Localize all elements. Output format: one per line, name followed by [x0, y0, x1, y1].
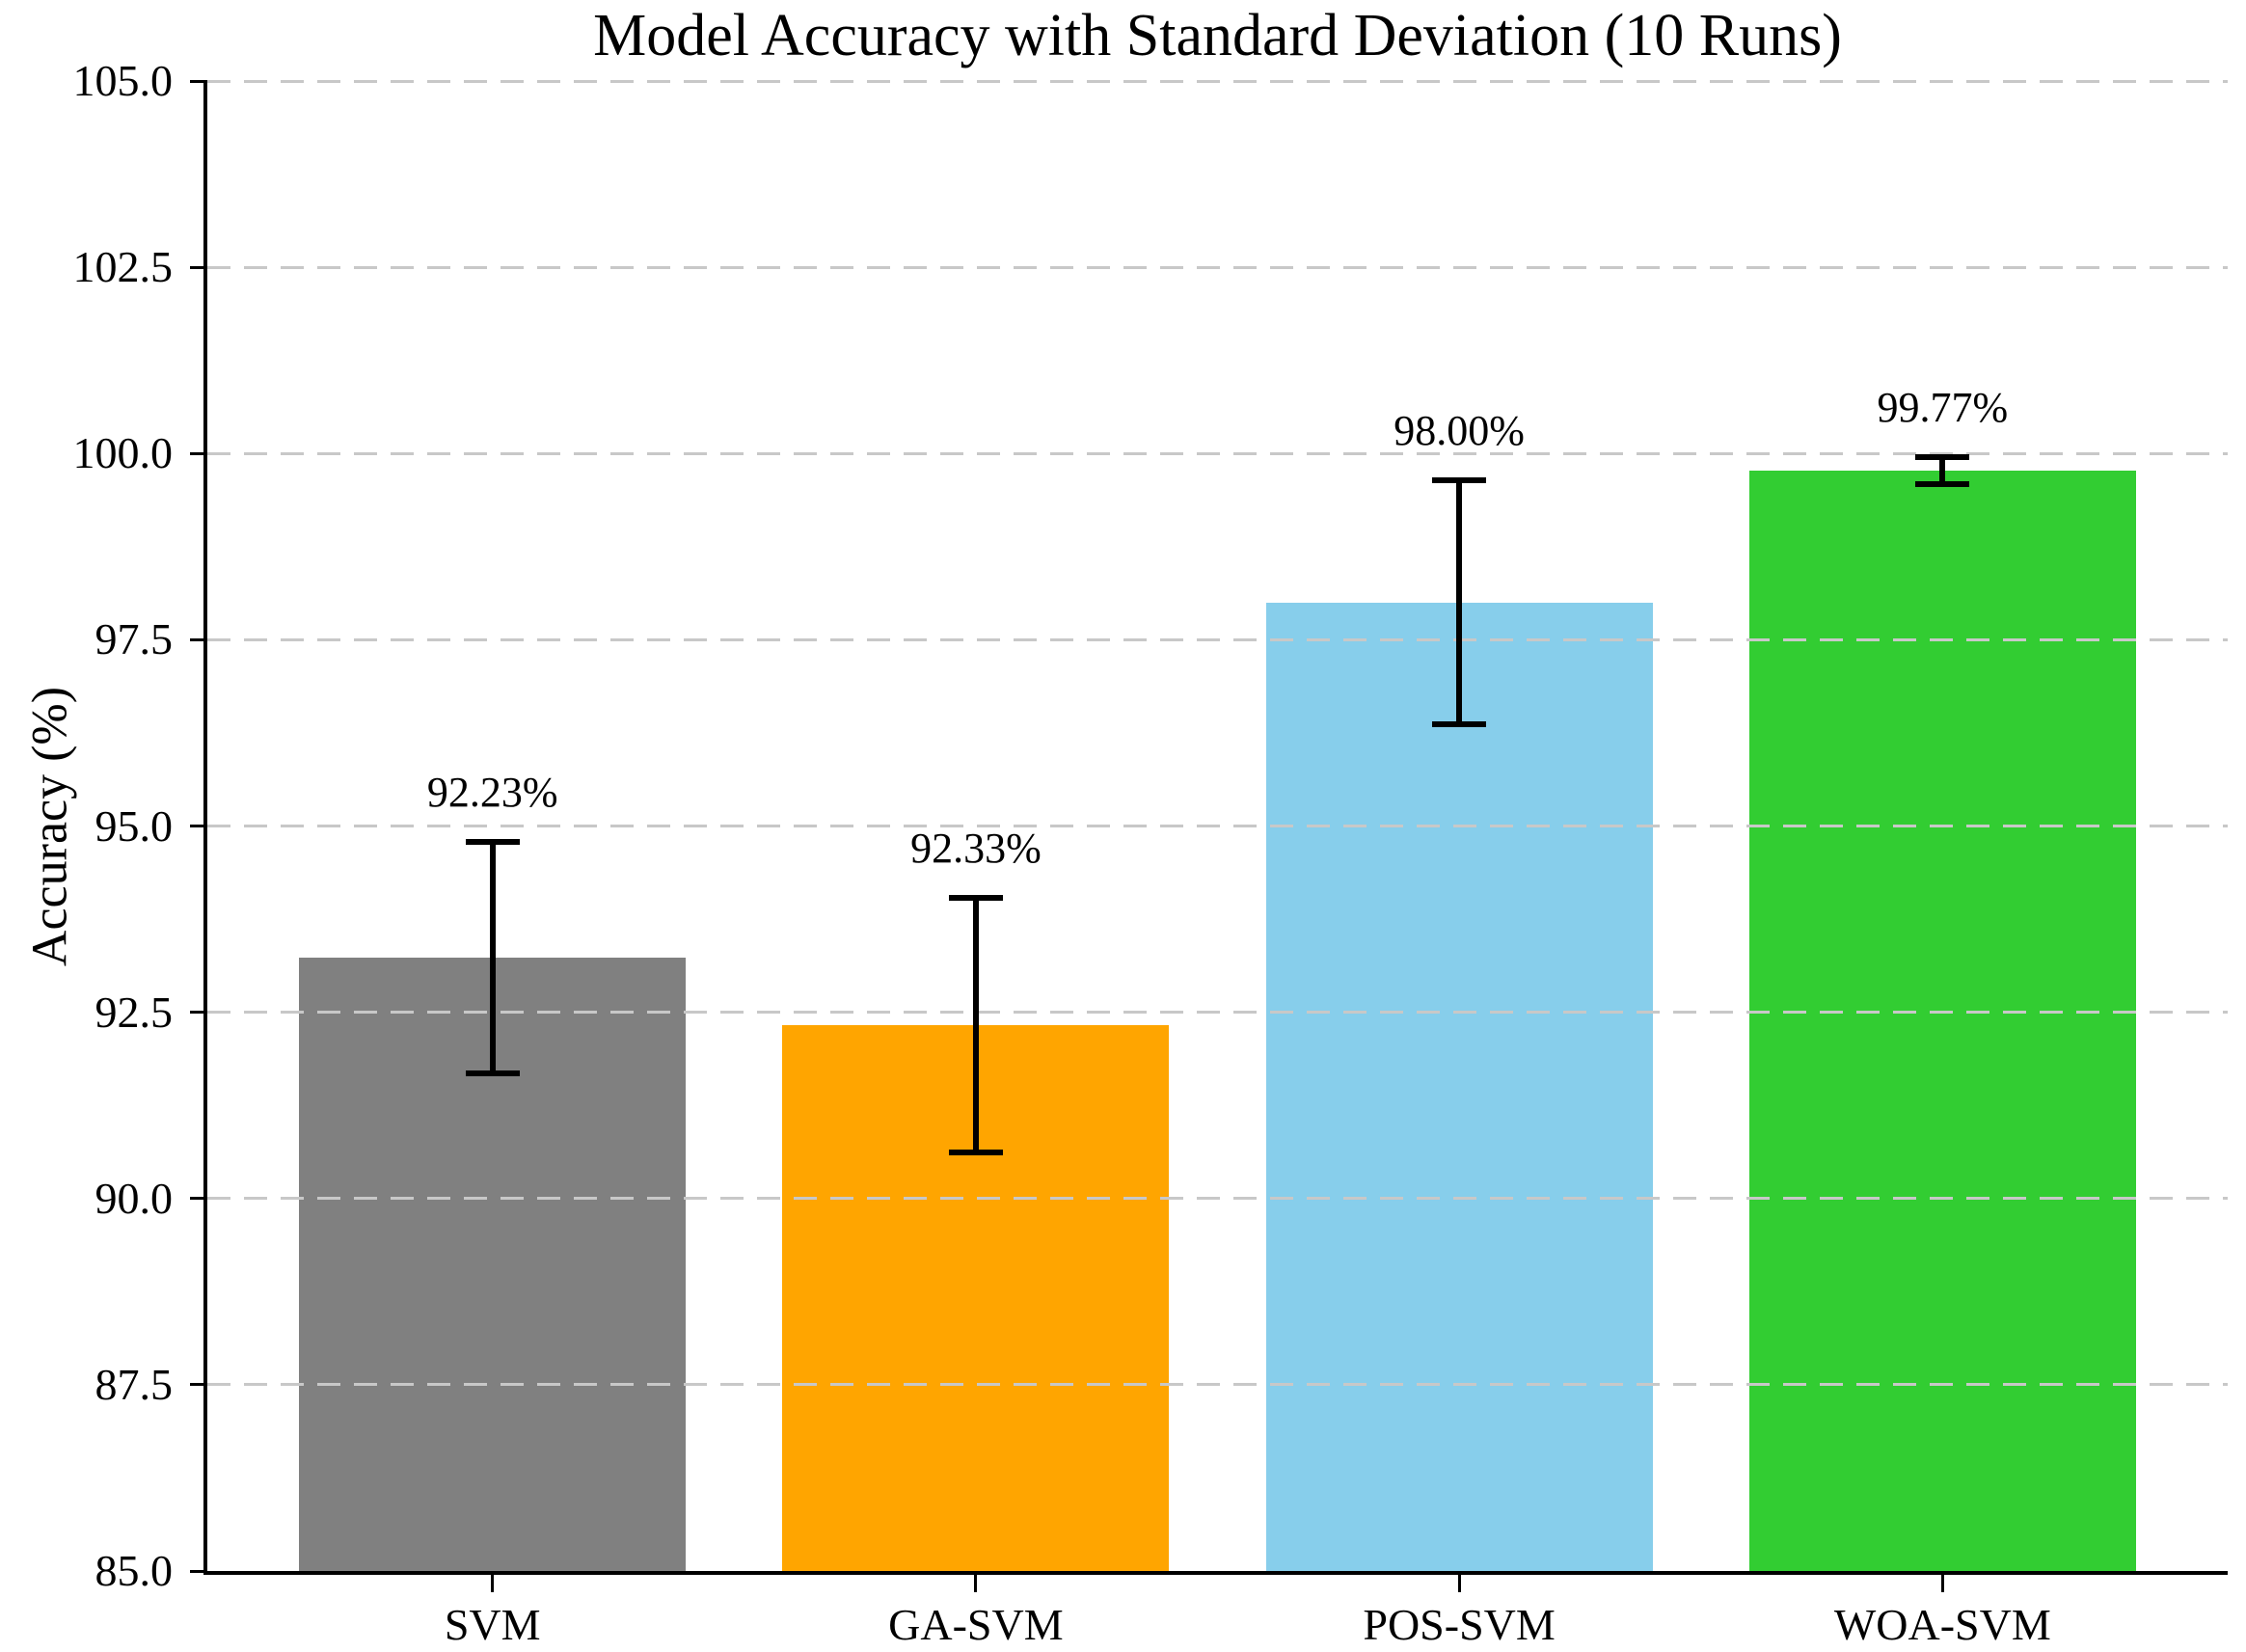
x-tick-svm: [491, 1575, 495, 1592]
error-bars-layer: [207, 81, 2228, 1571]
bar-value-label-woa-svm: 99.77%: [1877, 384, 2009, 432]
x-tick-ga-svm: [974, 1575, 978, 1592]
bar-value-label-svm: 92.23%: [426, 769, 558, 817]
bar-pos-svm: [1265, 602, 1653, 1571]
y-tick-85.0: [190, 1569, 207, 1573]
y-tick-label: 95.0: [95, 800, 174, 851]
gridline-92.5: [207, 1011, 2228, 1015]
y-tick-label: 85.0: [95, 1546, 174, 1595]
gridline-105.0: [207, 79, 2228, 83]
y-tick-label: 100.0: [72, 428, 174, 478]
error-cap-bottom: [948, 1149, 1003, 1155]
y-tick-label: 105.0: [72, 56, 174, 105]
chart-title: Model Accuracy with Standard Deviation (…: [593, 3, 1842, 68]
y-tick-90.0: [190, 1197, 207, 1201]
plot-area: 85.0 87.5 90.0 92.5 95.0 97.5 100.0 102.5 105.0 S…: [73, 56, 2228, 1649]
gridline-97.5: [207, 637, 2228, 641]
y-tick-87.5: [190, 1383, 207, 1387]
y-tick-100.0: [190, 451, 207, 455]
y-tick-102.5: [190, 265, 207, 269]
bars-layer: [207, 81, 2228, 1571]
data-labels-layer: 92.23% 92.33% 98.00% 99.77%: [207, 81, 2228, 1571]
x-tick-label-pos-svm: POS-SVM: [1363, 1600, 1556, 1649]
gridline-87.5: [207, 1383, 2228, 1387]
error-cap-bottom: [1915, 480, 1970, 487]
x-tick-pos-svm: [1457, 1575, 1461, 1592]
axes-layer: 85.0 87.5 90.0 92.5 95.0 97.5 100.0 102.5 105.0 S…: [73, 56, 2228, 1649]
y-tick-label: 90.0: [95, 1173, 174, 1223]
error-cap-top: [1432, 477, 1487, 484]
y-tick-label: 102.5: [72, 242, 174, 292]
error-cap-top: [1915, 454, 1970, 461]
error-cap-top: [948, 894, 1003, 901]
error-bar-ga-svm: [972, 897, 979, 1152]
y-tick-label: 97.5: [95, 614, 174, 664]
y-tick-label: 87.5: [95, 1359, 174, 1409]
gridline-100.0: [207, 451, 2228, 455]
gridline-102.5: [207, 265, 2228, 269]
x-tick-label-svm: SVM: [444, 1600, 541, 1649]
error-bar-woa-svm: [1939, 457, 1946, 484]
bar-value-label-pos-svm: 98.00%: [1394, 407, 1525, 455]
y-tick-92.5: [190, 1011, 207, 1015]
x-tick-label-ga-svm: GA-SVM: [888, 1600, 1064, 1649]
y-tick-97.5: [190, 637, 207, 641]
x-tick-label-woa-svm: WOA-SVM: [1833, 1600, 2051, 1649]
error-cap-top: [465, 839, 520, 846]
bottom-spine: [203, 1571, 2228, 1575]
error-cap-bottom: [1432, 721, 1487, 728]
grid-layer: [207, 79, 2228, 1571]
gridline-95.0: [207, 825, 2228, 827]
y-tick-105.0: [190, 79, 207, 83]
left-spine: [203, 81, 207, 1575]
error-cap-bottom: [465, 1070, 520, 1076]
bar-value-label-ga-svm: 92.33%: [910, 824, 1042, 872]
error-bar-pos-svm: [1456, 480, 1463, 725]
x-tick-woa-svm: [1940, 1575, 1944, 1592]
bar-woa-svm: [1748, 471, 2136, 1571]
y-tick-label: 92.5: [95, 987, 174, 1037]
y-tick-95.0: [190, 825, 207, 827]
error-bar-svm: [489, 842, 496, 1073]
gridline-90.0: [207, 1197, 2228, 1201]
